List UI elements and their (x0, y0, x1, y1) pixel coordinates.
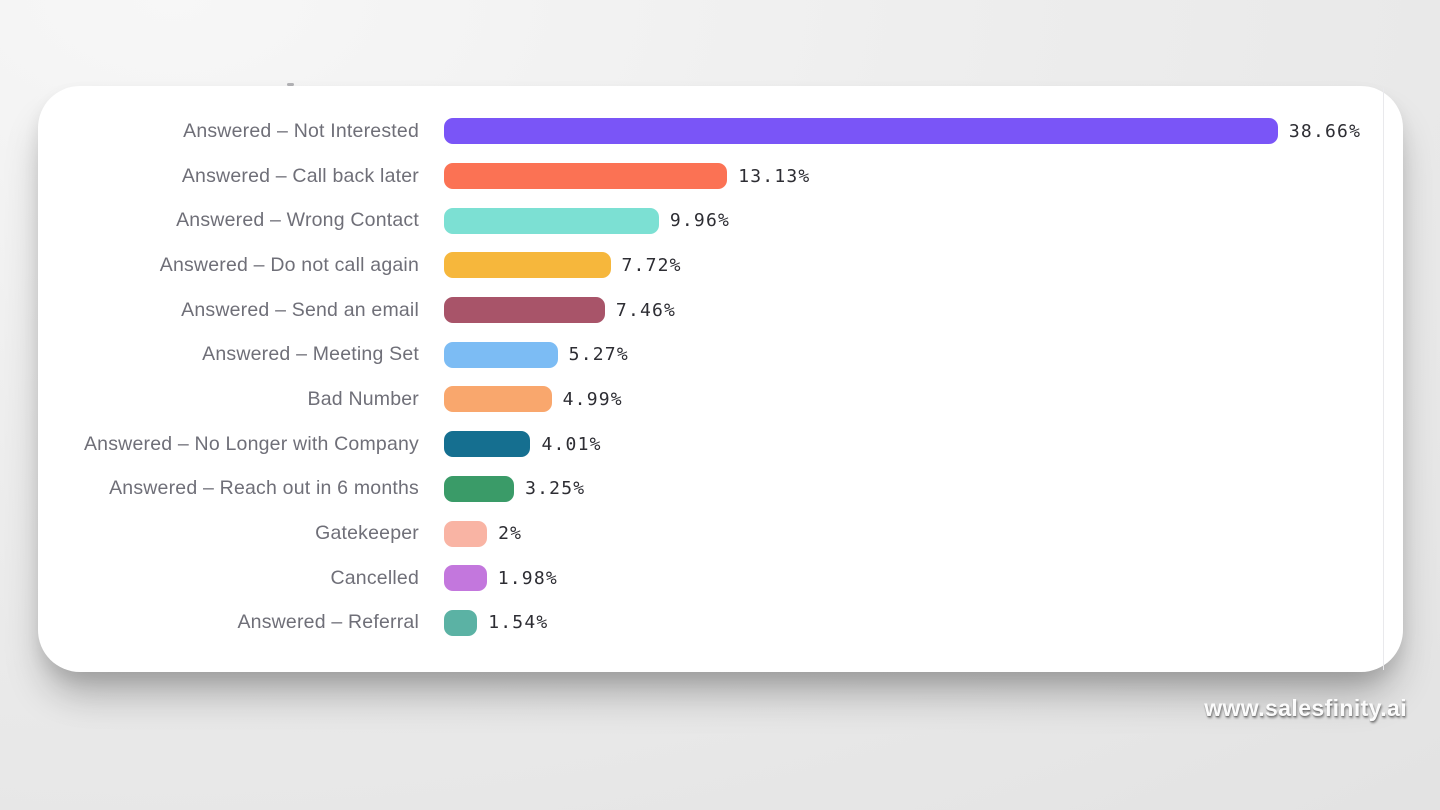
bar-track: 1.98% (444, 565, 1403, 592)
category-label: Answered – Referral (237, 611, 419, 634)
bar[interactable] (444, 252, 611, 279)
value-label: 3.25% (525, 478, 586, 500)
bar[interactable] (444, 297, 605, 324)
watermark-url: www.salesfinity.ai (1204, 695, 1407, 721)
chart-row: Answered – No Longer with Company 4.01% (38, 422, 1403, 467)
value-label: 13.13% (738, 165, 811, 187)
category-label: Cancelled (330, 566, 419, 589)
bar[interactable] (444, 386, 552, 413)
value-label: 2% (498, 523, 523, 545)
value-label: 5.27% (568, 344, 629, 366)
value-label: 4.99% (562, 388, 623, 410)
bar-chart: Answered – Not Interested 38.66% Answered … (38, 109, 1403, 672)
chart-row: Cancelled 1.98% (38, 556, 1403, 601)
bar[interactable] (444, 609, 478, 636)
bar[interactable] (444, 118, 1278, 145)
category-label: Answered – Not Interested (183, 119, 419, 142)
bar[interactable] (444, 341, 558, 368)
category-label: Answered – Meeting Set (202, 343, 419, 366)
bar-track: 9.96% (444, 207, 1403, 234)
bar-track: 4.99% (444, 386, 1403, 413)
value-label: 7.46% (615, 299, 677, 321)
bar[interactable] (444, 520, 488, 547)
chart-row: Answered – Do not call again 7.72% (38, 243, 1403, 288)
chart-row: Bad Number 4.99% (38, 377, 1403, 422)
category-label: Answered – Send an email (181, 298, 419, 321)
bar[interactable] (444, 565, 487, 592)
value-label: 1.98% (497, 567, 558, 589)
bar-track: 5.27% (444, 341, 1403, 368)
bar-track: 13.13% (444, 163, 1403, 190)
chart-row: Answered – Meeting Set 5.27% (38, 332, 1403, 377)
bar[interactable] (444, 431, 531, 458)
category-label: Answered – Call back later (181, 164, 419, 187)
value-label: 38.66% (1288, 120, 1362, 142)
chart-row: Answered – Not Interested 38.66% (38, 109, 1403, 154)
category-label: Bad Number (307, 387, 419, 410)
category-label: Answered – Wrong Contact (176, 209, 419, 232)
chart-row: Gatekeeper 2% (38, 511, 1403, 556)
bar[interactable] (444, 475, 515, 502)
scrollbar-track-line (1383, 88, 1384, 670)
chart-row: Answered – Referral 1.54% (38, 601, 1403, 646)
category-label: Gatekeeper (315, 522, 419, 545)
value-label: 1.54% (488, 612, 549, 634)
bar-track: 7.46% (444, 297, 1403, 324)
bar-track: 4.01% (444, 431, 1403, 458)
bar-track: 2% (444, 520, 1403, 547)
bar[interactable] (444, 163, 728, 190)
value-label: 7.72% (621, 254, 682, 276)
category-label: Answered – No Longer with Company (83, 432, 419, 455)
value-label: 4.01% (541, 433, 602, 455)
chart-row: Answered – Call back later 13.13% (38, 154, 1403, 199)
bar-track: 7.72% (444, 252, 1403, 279)
bar-track: 38.66% (444, 118, 1403, 145)
cropped-title-artifact (287, 83, 294, 86)
bar[interactable] (444, 207, 659, 234)
bar-track: 1.54% (444, 609, 1403, 636)
category-label: Answered – Do not call again (159, 253, 419, 276)
chart-row: Answered – Send an email 7.46% (38, 288, 1403, 333)
chart-row: Answered – Reach out in 6 months 3.25% (38, 467, 1403, 512)
chart-row: Answered – Wrong Contact 9.96% (38, 198, 1403, 243)
category-label: Answered – Reach out in 6 months (109, 477, 419, 500)
value-label: 9.96% (669, 210, 731, 232)
chart-card: Answered – Not Interested 38.66% Answered … (38, 86, 1403, 672)
bar-track: 3.25% (444, 475, 1403, 502)
